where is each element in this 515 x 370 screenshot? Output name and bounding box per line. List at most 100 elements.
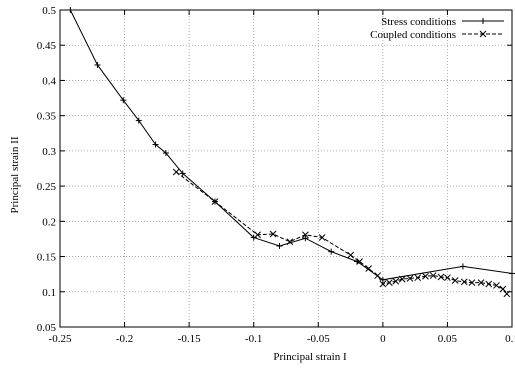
data-point-stress-conditions: [328, 248, 335, 255]
data-point-coupled-conditions: [347, 251, 354, 259]
y-tick-label: 0.2: [42, 216, 56, 228]
marker-stroke: [269, 230, 277, 238]
data-point-coupled-conditions: [468, 279, 476, 286]
data-point-stress-conditions: [152, 141, 159, 148]
marker-stroke: [444, 274, 451, 282]
marker-stroke: [429, 272, 437, 279]
legend-marker-stress-conditions: [480, 18, 486, 24]
data-point-coupled-conditions: [269, 230, 277, 238]
data-point-coupled-conditions: [437, 273, 445, 281]
marker-stroke: [503, 290, 511, 298]
marker-stroke: [172, 168, 180, 176]
grid: [60, 10, 512, 327]
series-line-coupled-conditions: [175, 171, 508, 295]
x-tick-label: -0.2: [116, 333, 133, 345]
data-point-coupled-conditions: [302, 231, 309, 239]
marker-stroke: [374, 272, 382, 279]
data-point-coupled-conditions: [385, 279, 393, 286]
marker-stroke: [286, 238, 294, 246]
marker-stroke: [422, 272, 429, 280]
data-point-coupled-conditions: [172, 168, 180, 176]
data-point-stress-conditions: [120, 97, 127, 104]
x-tick-label: -0.1: [245, 333, 262, 345]
marker-stroke: [485, 280, 493, 288]
data-point-coupled-conditions: [406, 275, 414, 282]
marker-stroke: [254, 231, 261, 239]
x-tick-label: 0: [380, 333, 386, 345]
legend-label-coupled-conditions: Coupled conditions: [370, 29, 456, 41]
marker-stroke: [460, 278, 468, 286]
x-axis: -0.25 -0.2 -0.15 -0.1 -0.05 0 0.05 0.1: [49, 10, 515, 345]
data-point-coupled-conditions: [414, 274, 422, 282]
x-tick-label: -0.25: [49, 333, 72, 345]
marker-stroke: [385, 279, 393, 286]
data-point-coupled-conditions: [460, 278, 468, 286]
data-point-coupled-conditions: [392, 277, 400, 285]
marker-stroke: [479, 30, 487, 38]
data-point-stress-conditions: [179, 170, 186, 177]
marker-stroke: [379, 280, 387, 288]
data-point-coupled-conditions: [493, 282, 500, 289]
plot-border: [59, 9, 513, 328]
marker-stroke: [493, 282, 500, 289]
legend-label-stress-conditions: Stress conditions: [381, 16, 456, 28]
data-point-stress-conditions: [459, 263, 466, 270]
x-tick-label: 0.05: [438, 333, 458, 345]
data-point-coupled-conditions: [477, 279, 485, 286]
marker-stroke: [437, 273, 445, 281]
data-point-coupled-conditions: [379, 280, 387, 288]
x-axis-title: Principal strain I: [273, 351, 347, 363]
y-tick-label: 0.1: [42, 287, 56, 299]
data-point-coupled-conditions: [499, 285, 507, 293]
marker-stroke: [347, 251, 354, 259]
data-point-coupled-conditions: [254, 231, 261, 239]
data-point-coupled-conditions: [451, 277, 459, 284]
data-point-stress-conditions: [276, 242, 283, 249]
y-tick-label: 0.4: [42, 75, 56, 87]
data-point-stress-conditions: [94, 61, 101, 68]
data-point-coupled-conditions: [286, 238, 294, 246]
y-axis-title: Principal strain II: [9, 136, 21, 213]
x-tick-label: 0.1: [505, 333, 515, 345]
marker-stroke: [398, 275, 406, 283]
data-point-coupled-conditions: [398, 275, 406, 283]
marker-stroke: [406, 275, 414, 282]
data-point-coupled-conditions: [422, 272, 429, 280]
marker-stroke: [451, 277, 459, 284]
y-tick-label: 0.3: [42, 146, 56, 158]
data-point-coupled-conditions: [374, 272, 382, 279]
data-point-stress-conditions: [302, 235, 309, 242]
data-point-coupled-conditions: [318, 234, 326, 241]
data-point-coupled-conditions: [503, 290, 511, 298]
y-tick-label: 0.25: [37, 181, 57, 193]
legend-marker-coupled-conditions: [479, 30, 487, 38]
data-point-coupled-conditions: [211, 198, 219, 205]
marker-stroke: [318, 234, 326, 241]
y-tick-label: 0.45: [37, 40, 57, 52]
marker-stroke: [468, 279, 476, 286]
marker-stroke: [365, 265, 373, 272]
y-axis: 0.05 0.1 0.15 0.2 0.25 0.3 0.35 0.4 0.45 0.5: [37, 5, 512, 334]
plot-frame: [59, 9, 513, 328]
data-point-stress-conditions: [135, 117, 142, 124]
marker-stroke: [414, 274, 422, 282]
marker-stroke: [499, 285, 507, 293]
y-tick-label: 0.15: [37, 252, 57, 264]
marker-stroke: [302, 231, 309, 239]
data-point-coupled-conditions: [365, 265, 373, 272]
data-point-stress-conditions: [509, 270, 515, 277]
marker-stroke: [477, 279, 485, 286]
data-point-coupled-conditions: [444, 274, 451, 282]
data-point-coupled-conditions: [356, 258, 363, 265]
data-point-coupled-conditions: [485, 280, 493, 288]
x-tick-label: -0.15: [178, 333, 201, 345]
x-tick-label: -0.05: [307, 333, 330, 345]
data-point-stress-conditions: [67, 7, 74, 13]
series-group: [67, 7, 515, 298]
data-point-stress-conditions: [162, 150, 169, 157]
marker-stroke: [356, 258, 363, 265]
y-tick-label: 0.35: [37, 111, 57, 123]
